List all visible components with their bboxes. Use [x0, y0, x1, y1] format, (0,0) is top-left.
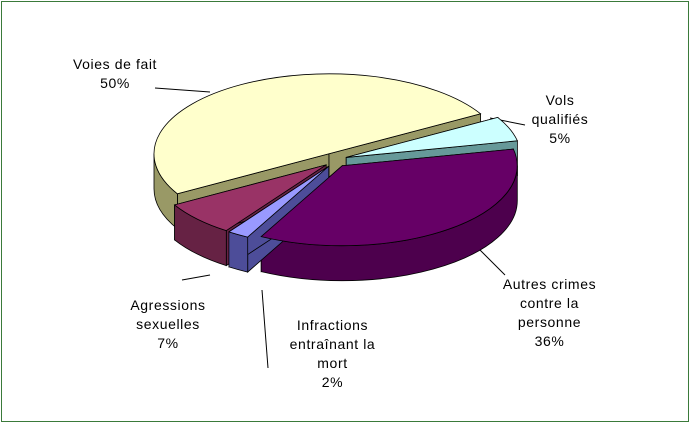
slice-label: Voies de fait 50%: [70, 55, 160, 93]
slice: [260, 148, 518, 247]
value-label: 2%: [321, 374, 344, 390]
leader-line: [181, 274, 211, 281]
value-label: 36%: [534, 333, 565, 349]
slice-wall: [228, 231, 249, 273]
slice-label: Vols qualifiés 5%: [520, 91, 600, 148]
slice: [153, 73, 482, 195]
slice-label: Autres crimes contre la personne 36%: [497, 275, 602, 351]
leader-line: [261, 289, 269, 369]
category-label: Infractions entraînant la mort: [289, 317, 376, 371]
slice-label: Infractions entraînant la mort 2%: [280, 316, 385, 392]
slice: [227, 165, 330, 238]
slice: [173, 164, 327, 232]
slice: [346, 116, 518, 158]
leader-line: [154, 87, 211, 93]
category-label: Agressions sexuelles: [130, 297, 206, 332]
category-label: Voies de fait: [72, 56, 158, 72]
slice-label: Agressions sexuelles 7%: [108, 296, 228, 353]
category-label: Vols qualifiés: [531, 92, 589, 127]
value-label: 7%: [157, 335, 179, 351]
pie: [153, 73, 518, 282]
value-label: 5%: [549, 130, 571, 146]
value-label: 50%: [100, 75, 130, 91]
category-label: Autres crimes contre la personne: [502, 276, 597, 330]
